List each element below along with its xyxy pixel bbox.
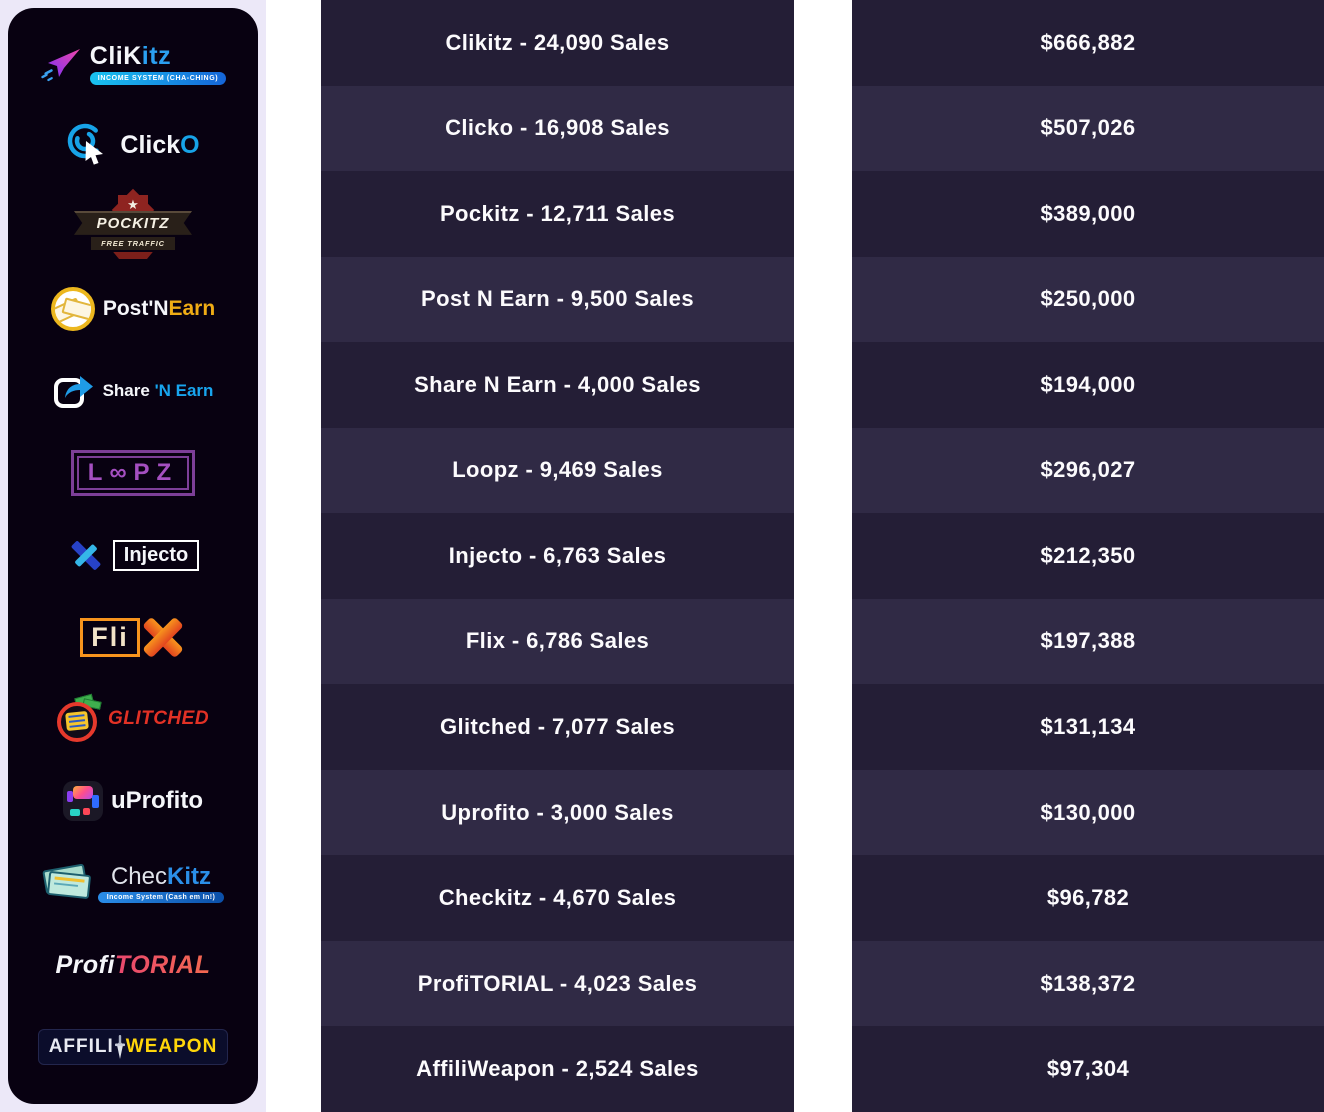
uprofito-wordmark: uProfito (111, 787, 203, 814)
affiliweapon-wordmark-box: AFFILI WEAPON (37, 1029, 229, 1065)
clikitz-wordmark: CliKitz (89, 41, 172, 70)
logo-profitorial: ProfiTORIAL (55, 926, 210, 1004)
checkitz-tagline: Income System (Cash em In!) (97, 892, 225, 903)
loopz-wordmark-box: L∞PZ (70, 450, 196, 496)
clikitz-paper-plane-icon (41, 49, 80, 82)
revenue-row: $138,372 (852, 940, 1324, 1027)
logo-checkitz: ChecKitz Income System (Cash em In!) (42, 844, 225, 922)
logo-injecto: Injecto (67, 516, 200, 594)
revenue-row: $507,026 (852, 85, 1324, 172)
postnearn-wordmark: Post'NEarn (102, 297, 216, 320)
revenue-row: $96,782 (852, 855, 1324, 941)
sales-row: Share N Earn - 4,000 Sales (321, 342, 794, 428)
logo-postnearn: Post'NEarn (50, 270, 216, 348)
sharenearn-share-arrow-icon (53, 376, 93, 408)
sales-row: ProfiTORIAL - 4,023 Sales (321, 940, 794, 1027)
sales-row: AffiliWeapon - 2,524 Sales (321, 1026, 794, 1112)
pockitz-star-icon: ★ (127, 197, 139, 212)
logo-flix: Fli (80, 598, 186, 676)
logo-loopz: L∞PZ (70, 434, 196, 512)
sales-row: Pockitz - 12,711 Sales (321, 171, 794, 257)
uprofito-blocks-icon (63, 781, 103, 821)
glitched-cash-notes-icon (56, 693, 103, 742)
logo-affiliweapon: AFFILI WEAPON (37, 1008, 229, 1086)
sales-row: Checkitz - 4,670 Sales (321, 855, 794, 941)
profitorial-wordmark: ProfiTORIAL (55, 950, 211, 979)
revenue-column: $666,882 $507,026 $389,000 $250,000 $194… (852, 0, 1324, 1112)
revenue-row: $212,350 (852, 513, 1324, 599)
revenue-row: $250,000 (852, 256, 1324, 343)
product-logo-sidebar: CliKitz INCOME SYSTEM (CHA-CHING) ClickO… (8, 8, 258, 1104)
injecto-shard-icon (67, 536, 105, 574)
revenue-row: $389,000 (852, 171, 1324, 257)
glitched-wordmark: GLITCHED (107, 708, 210, 729)
sales-row: Uprofito - 3,000 Sales (321, 769, 794, 856)
revenue-row: $666,882 (852, 0, 1324, 86)
revenue-row: $197,388 (852, 598, 1324, 685)
flix-x-icon (140, 614, 186, 660)
revenue-row: $130,000 (852, 769, 1324, 856)
logo-pockitz: ★ POCKITZ FREE TRAFFIC (74, 188, 192, 266)
clicko-cursor-icon (68, 123, 104, 165)
sales-row: Clicko - 16,908 Sales (321, 85, 794, 172)
logo-clicko: ClickO (66, 106, 200, 184)
sales-row: Loopz - 9,469 Sales (321, 427, 794, 514)
sales-row: Clikitz - 24,090 Sales (321, 0, 794, 86)
checkitz-checks-icon (42, 861, 94, 905)
loopz-letters: L∞PZ (87, 459, 179, 486)
injecto-wordmark-box: Injecto (112, 539, 200, 571)
sales-row: Injecto - 6,763 Sales (321, 513, 794, 599)
pockitz-ribbon-tail (113, 251, 153, 259)
revenue-row: $97,304 (852, 1026, 1324, 1112)
sales-column: Clikitz - 24,090 Sales Clicko - 16,908 S… (321, 0, 794, 1112)
revenue-row: $131,134 (852, 684, 1324, 770)
postnearn-money-coin-icon (50, 287, 95, 331)
logo-glitched: GLITCHED (56, 680, 210, 758)
affiliweapon-dagger-icon (114, 1035, 125, 1059)
logo-clikitz: CliKitz INCOME SYSTEM (CHA-CHING) (40, 24, 227, 102)
revenue-row: $194,000 (852, 342, 1324, 428)
sales-row: Flix - 6,786 Sales (321, 598, 794, 685)
clicko-wordmark: ClickO (120, 130, 200, 159)
clikitz-tagline: INCOME SYSTEM (CHA-CHING) (89, 71, 227, 85)
sales-row: Glitched - 7,077 Sales (321, 684, 794, 770)
logo-sharenearn: Share 'N Earn (53, 352, 214, 430)
flix-wordmark-box: Fli (80, 617, 140, 657)
revenue-row: $296,027 (852, 427, 1324, 514)
pockitz-subtitle: FREE TRAFFIC (91, 236, 175, 250)
logo-uprofito: uProfito (63, 762, 203, 840)
sales-row: Post N Earn - 9,500 Sales (321, 256, 794, 343)
pockitz-ribbon: POCKITZ (74, 211, 192, 235)
checkitz-wordmark: ChecKitz (110, 863, 211, 890)
sharenearn-wordmark: Share 'N Earn (102, 381, 214, 400)
